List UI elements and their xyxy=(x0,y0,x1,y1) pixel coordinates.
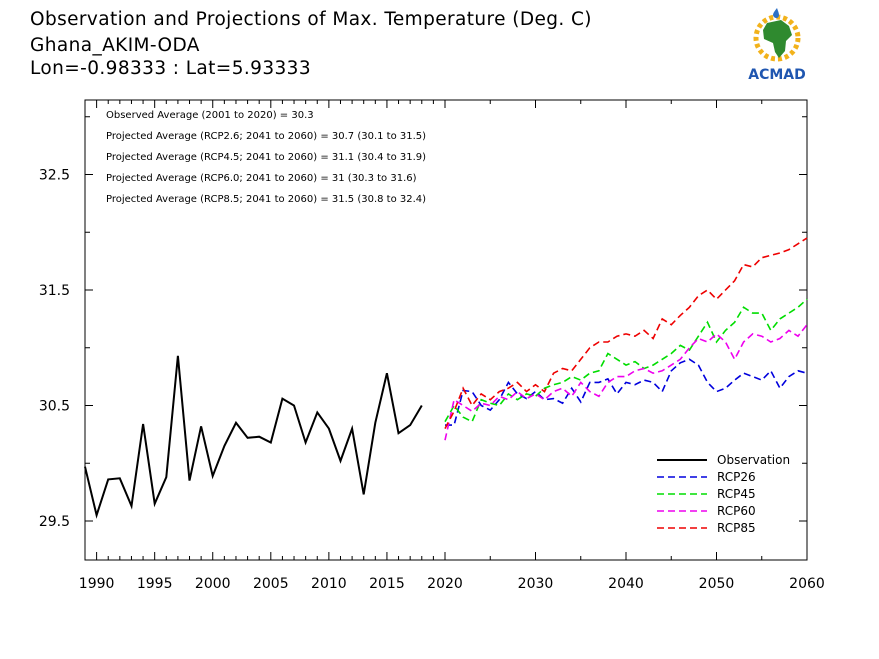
x-tick-label: 2010 xyxy=(311,576,347,592)
data-series xyxy=(84,237,808,519)
plot-frame xyxy=(84,99,808,561)
legend-label-rcp45: RCP45 xyxy=(717,487,756,501)
series-line-rcp60 xyxy=(444,324,808,441)
annotation-line: Projected Average (RCP4.5; 2041 to 2060)… xyxy=(106,152,426,163)
x-tick-label: 2000 xyxy=(195,576,231,592)
annotation-line: Projected Average (RCP8.5; 2041 to 2060)… xyxy=(106,194,426,205)
series-line-observation xyxy=(84,355,423,519)
x-tick-label: 1995 xyxy=(137,576,173,592)
annotation-line: Projected Average (RCP6.0; 2041 to 2060)… xyxy=(106,173,417,184)
series-line-rcp45 xyxy=(444,298,808,423)
x-tick-label: 2015 xyxy=(369,576,405,592)
series-line-rcp26 xyxy=(445,358,808,426)
station-coordinates: Lon=-0.98333 : Lat=5.93333 xyxy=(30,58,311,79)
annotation-line: Projected Average (RCP2.6; 2041 to 2060)… xyxy=(106,131,426,142)
x-tick-label: 2060 xyxy=(789,576,825,592)
x-tick-label: 2050 xyxy=(699,576,735,592)
legend-label-rcp85: RCP85 xyxy=(717,521,756,535)
y-tick-label: 30.5 xyxy=(39,399,70,415)
series-line-rcp85 xyxy=(444,237,808,429)
legend: Observation RCP26 RCP45 RCP60 RCP85 xyxy=(657,453,790,535)
legend-label-observation: Observation xyxy=(717,453,790,467)
axis-ticks xyxy=(85,100,808,560)
chart-title: Observation and Projections of Max. Temp… xyxy=(30,9,592,30)
annotation-line: Observed Average (2001 to 2020) = 30.3 xyxy=(106,110,314,121)
x-tick-label: 2020 xyxy=(427,576,463,592)
y-tick-label: 31.5 xyxy=(39,283,70,299)
y-tick-label: 32.5 xyxy=(39,168,70,184)
legend-label-rcp60: RCP60 xyxy=(717,504,756,518)
legend-label-rcp26: RCP26 xyxy=(717,470,756,484)
y-tick-labels: 29.5 30.5 31.5 32.5 xyxy=(39,168,70,531)
x-tick-label: 2030 xyxy=(518,576,554,592)
acmad-logo: ACMAD xyxy=(748,8,806,83)
station-name: Ghana_AKIM-ODA xyxy=(30,35,200,56)
x-tick-labels: 1990 1995 2000 2005 2010 2015 2020 2030 2040 2050… xyxy=(79,576,825,592)
logo-text: ACMAD xyxy=(748,67,806,83)
y-tick-label: 29.5 xyxy=(39,514,70,530)
average-annotations: Observed Average (2001 to 2020) = 30.3 Pr… xyxy=(106,110,426,205)
africa-map-logo-icon xyxy=(753,8,801,62)
x-tick-label: 1990 xyxy=(79,576,115,592)
x-tick-label: 2040 xyxy=(608,576,644,592)
x-tick-label: 2005 xyxy=(253,576,289,592)
